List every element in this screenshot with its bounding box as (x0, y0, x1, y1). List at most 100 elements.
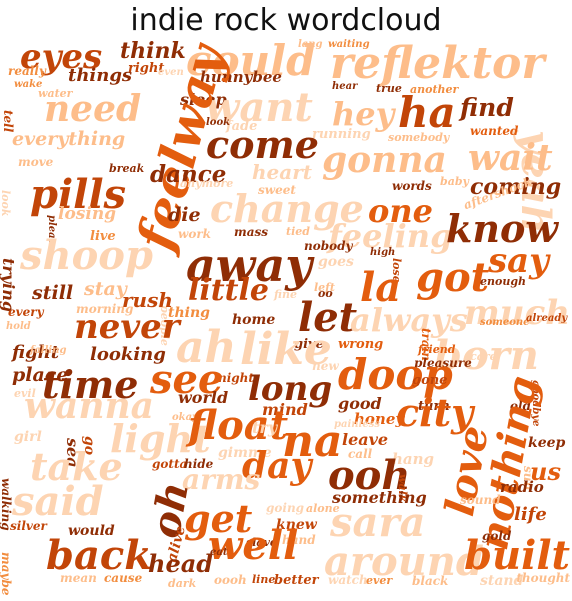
word-cloud-word: dark (168, 577, 197, 590)
word-cloud-word: need (44, 88, 142, 130)
word-cloud-word: wrong (338, 337, 384, 352)
word-cloud-word: turn (418, 399, 450, 414)
word-cloud-word: back (46, 532, 152, 579)
word-cloud-word: nobody (304, 239, 353, 253)
word-cloud-word: high (370, 247, 396, 258)
word-cloud-word: lang (298, 39, 323, 50)
word-cloud-word: oo (318, 287, 333, 300)
word-cloud-word: hand (282, 533, 316, 547)
word-cloud-word: dance (150, 161, 227, 188)
word-cloud-word: still (32, 282, 74, 304)
word-cloud-word: call (348, 447, 373, 461)
word-cloud-word: stand (480, 573, 524, 589)
word-cloud-word: leave (342, 430, 389, 449)
word-cloud-word: ever (366, 574, 393, 587)
word-cloud-word: work (178, 227, 211, 241)
word-cloud-word: break (109, 162, 145, 175)
word-cloud-word: thought (516, 571, 570, 585)
word-cloud-word: see (150, 356, 224, 403)
word-cloud-word: line (252, 573, 276, 586)
word-cloud-word: black (412, 574, 449, 588)
word-cloud-word: even (158, 67, 184, 78)
word-cloud-word: find (460, 93, 514, 122)
word-cloud-word: hear (332, 81, 358, 92)
word-cloud-word: old (510, 399, 531, 413)
word-cloud-word: home (232, 312, 276, 328)
word-cloud-word: float (188, 402, 289, 449)
word-cloud-word: silver (10, 519, 47, 533)
word-cloud-word: na (282, 416, 343, 467)
word-cloud-word: gonna (322, 139, 447, 181)
word-cloud-word: heart (252, 160, 312, 184)
word-cloud-word: watch (328, 573, 368, 587)
word-cloud-word: hide (184, 457, 214, 471)
word-cloud-word: painless (334, 419, 380, 430)
word-cloud-word: want (205, 84, 313, 131)
word-cloud-word: world (178, 388, 229, 407)
word-cloud-word: everything (12, 128, 126, 150)
word-cloud-word: gimme (218, 445, 272, 461)
word-cloud-word: let (298, 294, 358, 341)
word-cloud-word: oooh (214, 573, 247, 587)
word-cloud-word: better (274, 573, 319, 588)
word-cloud-word: always (350, 301, 468, 339)
word-cloud-word: give (294, 337, 324, 352)
word-cloud-word: hey (332, 95, 395, 133)
word-cloud-word: words (392, 179, 432, 193)
word-cloud-word: la (360, 264, 402, 311)
word-cloud-word: die (168, 204, 201, 226)
word-cloud-word: somebody (388, 131, 450, 144)
word-cloud-word: place (12, 364, 69, 386)
word-cloud-word: ha (398, 88, 456, 137)
word-cloud-word: like (240, 324, 332, 375)
word-cloud-word: ooh (328, 452, 411, 499)
word-cloud-word: around (324, 538, 484, 585)
word-cloud-word: waiting (328, 39, 370, 50)
word-cloud-word: ah (176, 322, 237, 373)
word-cloud-word: come (206, 122, 319, 167)
word-cloud-word: built (464, 532, 570, 579)
word-cloud-word: say (488, 241, 549, 281)
word-cloud-word: never (74, 307, 180, 347)
word-cloud-word: gold (482, 529, 512, 543)
word-cloud-word: take (30, 444, 123, 489)
word-cloud-word: true (376, 82, 402, 95)
word-cloud-word: keep (528, 435, 566, 451)
word-cloud-word: night (218, 371, 254, 385)
word-cloud-word: morning (76, 302, 134, 316)
word-cloud-word: city (396, 390, 474, 435)
word-cloud-word: arms (182, 463, 261, 496)
word-cloud-word: mean (60, 571, 97, 585)
word-cloud-word: friend (418, 343, 456, 356)
word-cloud-word: another (410, 83, 459, 96)
word-cloud-word: sweet (258, 183, 296, 197)
word-cloud-word: hold (6, 321, 31, 332)
word-cloud-word: wanna (24, 385, 154, 427)
word-cloud-word: pleasure (414, 356, 472, 370)
word-cloud-word: trying (0, 258, 18, 313)
word-cloud-word: care (470, 350, 497, 363)
word-cloud-word: gone (412, 373, 448, 388)
word-cloud-word: mind (262, 400, 308, 419)
word-cloud-word: would (68, 523, 115, 539)
word-cloud-word: knew (276, 517, 317, 533)
word-cloud-word: mass (234, 225, 268, 239)
word-cloud-word: much (463, 293, 570, 333)
word-cloud-word: head (148, 549, 214, 578)
word-cloud-word: pills (30, 171, 127, 218)
word-cloud-word: alone (306, 502, 340, 515)
word-cloud-word: shoop (20, 232, 153, 279)
word-cloud-word: try (252, 418, 278, 437)
word-cloud-word: born (434, 332, 539, 379)
word-cloud-word: doop (338, 350, 453, 399)
word-cloud-word: radio (500, 478, 544, 496)
word-cloud-word: light (110, 416, 211, 461)
word-cloud-word: reflektor (330, 38, 545, 89)
chart-title: indie rock wordcloud (130, 3, 442, 38)
word-cloud-word: good (338, 394, 382, 413)
word-cloud-word: every (8, 305, 44, 319)
word-cloud-word: running (312, 127, 371, 142)
word-cloud-word: losing (58, 204, 117, 224)
word-cloud-word: feeling (328, 217, 453, 255)
word-cloud-word: sound (460, 493, 501, 507)
